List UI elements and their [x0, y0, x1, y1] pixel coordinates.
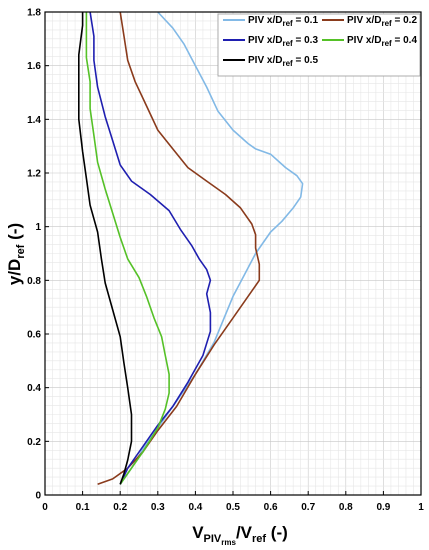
legend-box	[217, 13, 421, 77]
legend-label-main: PIV x/D	[248, 55, 282, 66]
series-line-1	[119, 11, 304, 485]
legend-label-value: = 0.5	[293, 55, 319, 66]
x-axis-label-units: (-)	[266, 523, 288, 542]
x-axis-label-subsub: rms	[221, 538, 236, 547]
x-tick-label: 1	[418, 502, 424, 513]
x-axis-label: VPIVrms/Vref (-)	[192, 523, 288, 547]
x-tick-label: 0	[42, 502, 48, 513]
y-tick-label: 1.4	[27, 115, 41, 126]
x-tick-label: 0.9	[376, 502, 390, 513]
legend-label-main: PIV x/D	[248, 35, 282, 46]
legend-label-sub: ref	[282, 39, 293, 48]
x-tick-label: 0.4	[188, 502, 202, 513]
legend-label-main: PIV x/D	[347, 15, 381, 26]
legend-label-sub: ref	[381, 19, 392, 28]
x-tick-label: 0.7	[301, 502, 315, 513]
x-tick-label: 0.2	[113, 502, 127, 513]
legend-label-sub: ref	[282, 19, 293, 28]
series-line-2	[97, 11, 261, 486]
legend-label-value: = 0.4	[392, 35, 418, 46]
y-axis-label-units: (-)	[5, 223, 24, 245]
ticks-group: 0 0.1 0.2 0.3 0.4 0.5 0.6 0.7 0.8 0.9 1 0 0.2 0.4 0.6 0…	[27, 8, 424, 514]
x-axis-label-slash: /V	[236, 523, 253, 542]
y-axis-label: y/Dref (-)	[5, 223, 27, 285]
y-axis-label-main: y/D	[5, 259, 24, 285]
legend-label-main: PIV x/D	[248, 15, 282, 26]
y-tick-label: 0	[35, 491, 41, 502]
y-axis-label-sub: ref	[15, 244, 27, 258]
legend-label-sub: ref	[381, 39, 392, 48]
series-line-3	[89, 11, 212, 485]
x-axis-label-main: V	[192, 523, 204, 542]
series-group	[78, 11, 304, 486]
series-line-4	[85, 12, 170, 485]
y-tick-label: 1.2	[27, 169, 41, 180]
x-tick-label: 0.1	[76, 502, 90, 513]
y-tick-label: 1.6	[27, 61, 41, 72]
legend-label-main: PIV x/D	[347, 35, 381, 46]
legend-label: PIV x/Dref = 0.3	[248, 35, 318, 48]
y-tick-label: 0.6	[27, 330, 41, 341]
legend-label: PIV x/Dref = 0.2	[347, 15, 417, 28]
y-tick-label: 0.8	[27, 276, 41, 287]
x-axis-label-sub: PIV	[204, 533, 222, 545]
x-tick-label: 0.3	[151, 502, 165, 513]
legend-label: PIV x/Dref = 0.1	[248, 15, 318, 28]
grid-group	[44, 11, 422, 496]
legend-label-value: = 0.1	[293, 15, 319, 26]
x-axis-label-ref: ref	[252, 533, 266, 545]
legend-label-value: = 0.3	[293, 35, 319, 46]
x-tick-label: 0.6	[264, 502, 278, 513]
legend-label-value: = 0.2	[392, 15, 418, 26]
x-tick-label: 0.5	[226, 502, 240, 513]
legend-label-sub: ref	[282, 59, 293, 68]
y-tick-label: 1.8	[27, 8, 41, 19]
y-tick-label: 0.4	[27, 383, 41, 394]
x-tick-label: 0.8	[339, 502, 353, 513]
y-tick-label: 1	[35, 222, 41, 233]
legend-label: PIV x/Dref = 0.5	[248, 55, 318, 68]
y-tick-label: 0.2	[27, 437, 41, 448]
series-line-5	[78, 12, 133, 485]
legend-label: PIV x/Dref = 0.4	[347, 35, 417, 48]
